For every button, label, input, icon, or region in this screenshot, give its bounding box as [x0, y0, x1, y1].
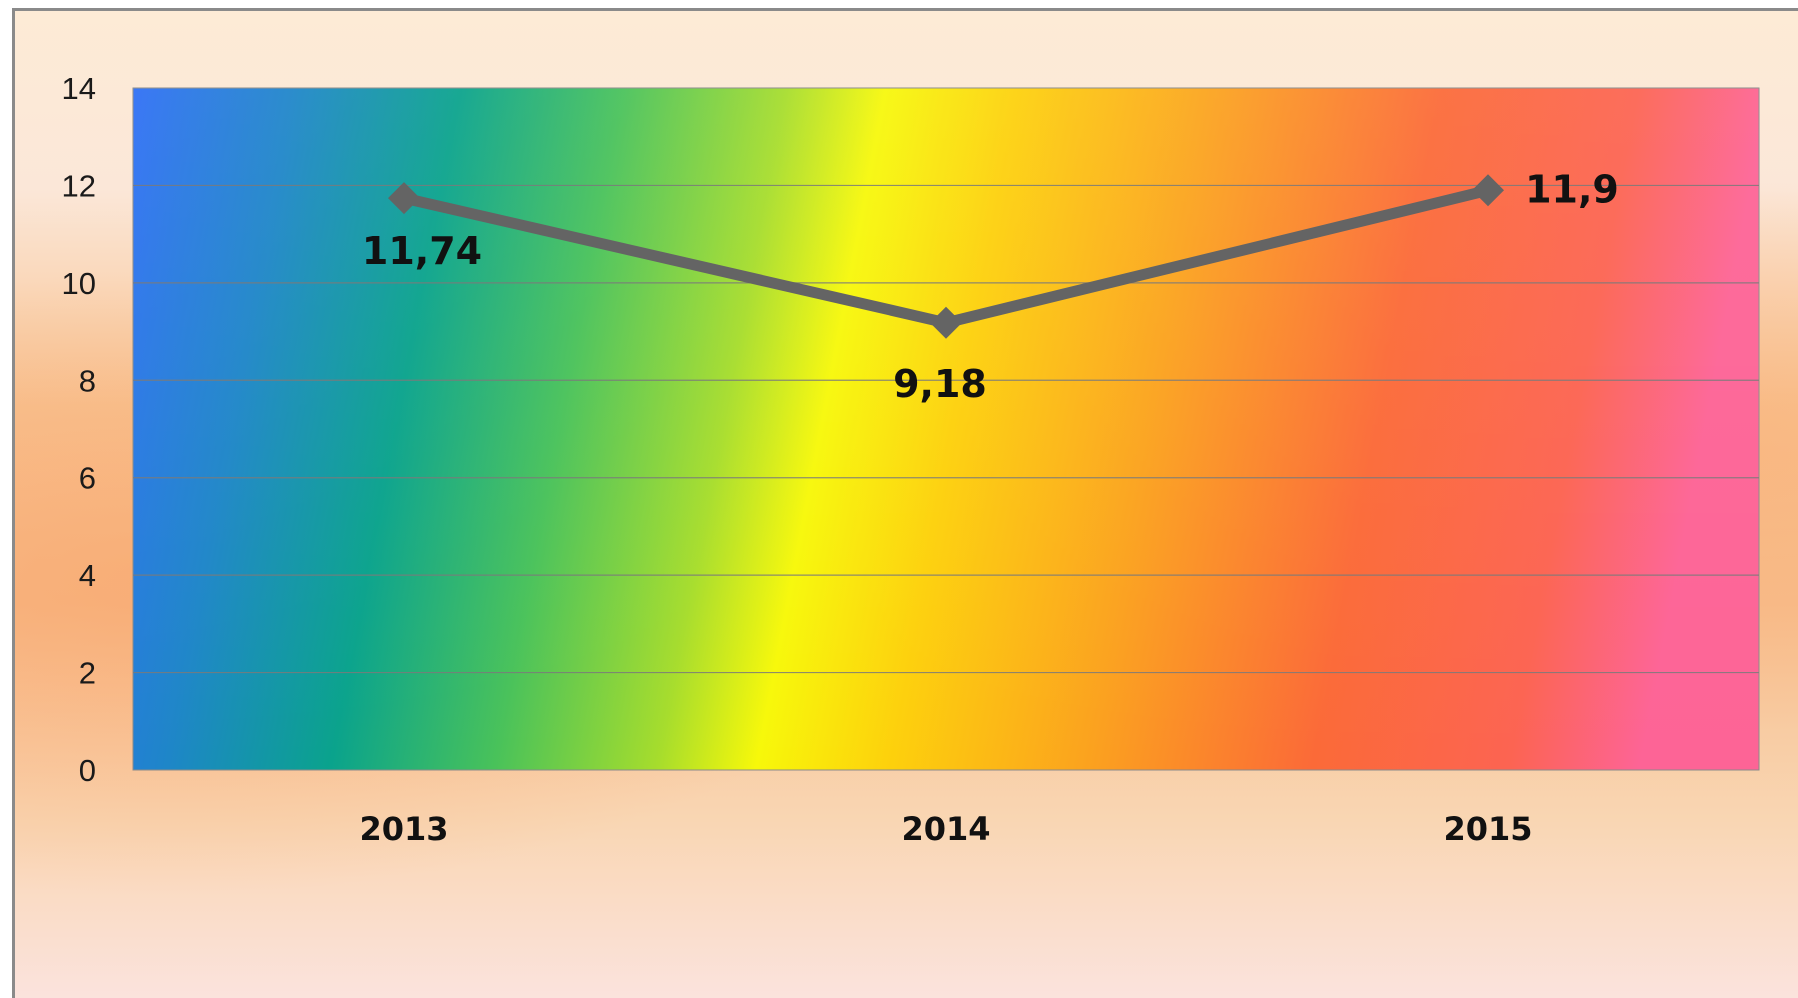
y-tick-label: 6 — [79, 461, 96, 496]
x-category-label: 2013 — [359, 810, 448, 848]
data-label: 11,9 — [1525, 167, 1619, 211]
y-tick-label: 4 — [79, 558, 96, 593]
series-line — [388, 174, 1504, 339]
plot-area-shade — [133, 88, 1759, 770]
y-axis-tick-labels: 0 2 4 6 8 10 12 14 — [62, 71, 96, 788]
x-category-label: 2015 — [1443, 810, 1532, 848]
y-tick-label: 0 — [79, 753, 96, 788]
data-point-marker — [388, 182, 420, 215]
y-tick-label: 8 — [79, 363, 96, 398]
data-label: 9,18 — [893, 362, 987, 406]
data-label: 11,74 — [362, 229, 482, 273]
data-point-marker — [930, 306, 962, 339]
y-tick-label: 10 — [62, 266, 96, 301]
x-axis-category-labels: 2013 2014 2015 — [359, 810, 1532, 848]
data-labels: 11,74 9,18 11,9 — [362, 167, 1619, 406]
y-tick-label: 14 — [62, 71, 96, 106]
x-category-label: 2014 — [901, 810, 990, 848]
y-tick-label: 12 — [62, 168, 96, 203]
y-tick-label: 2 — [79, 656, 96, 691]
data-point-marker — [1472, 174, 1504, 207]
